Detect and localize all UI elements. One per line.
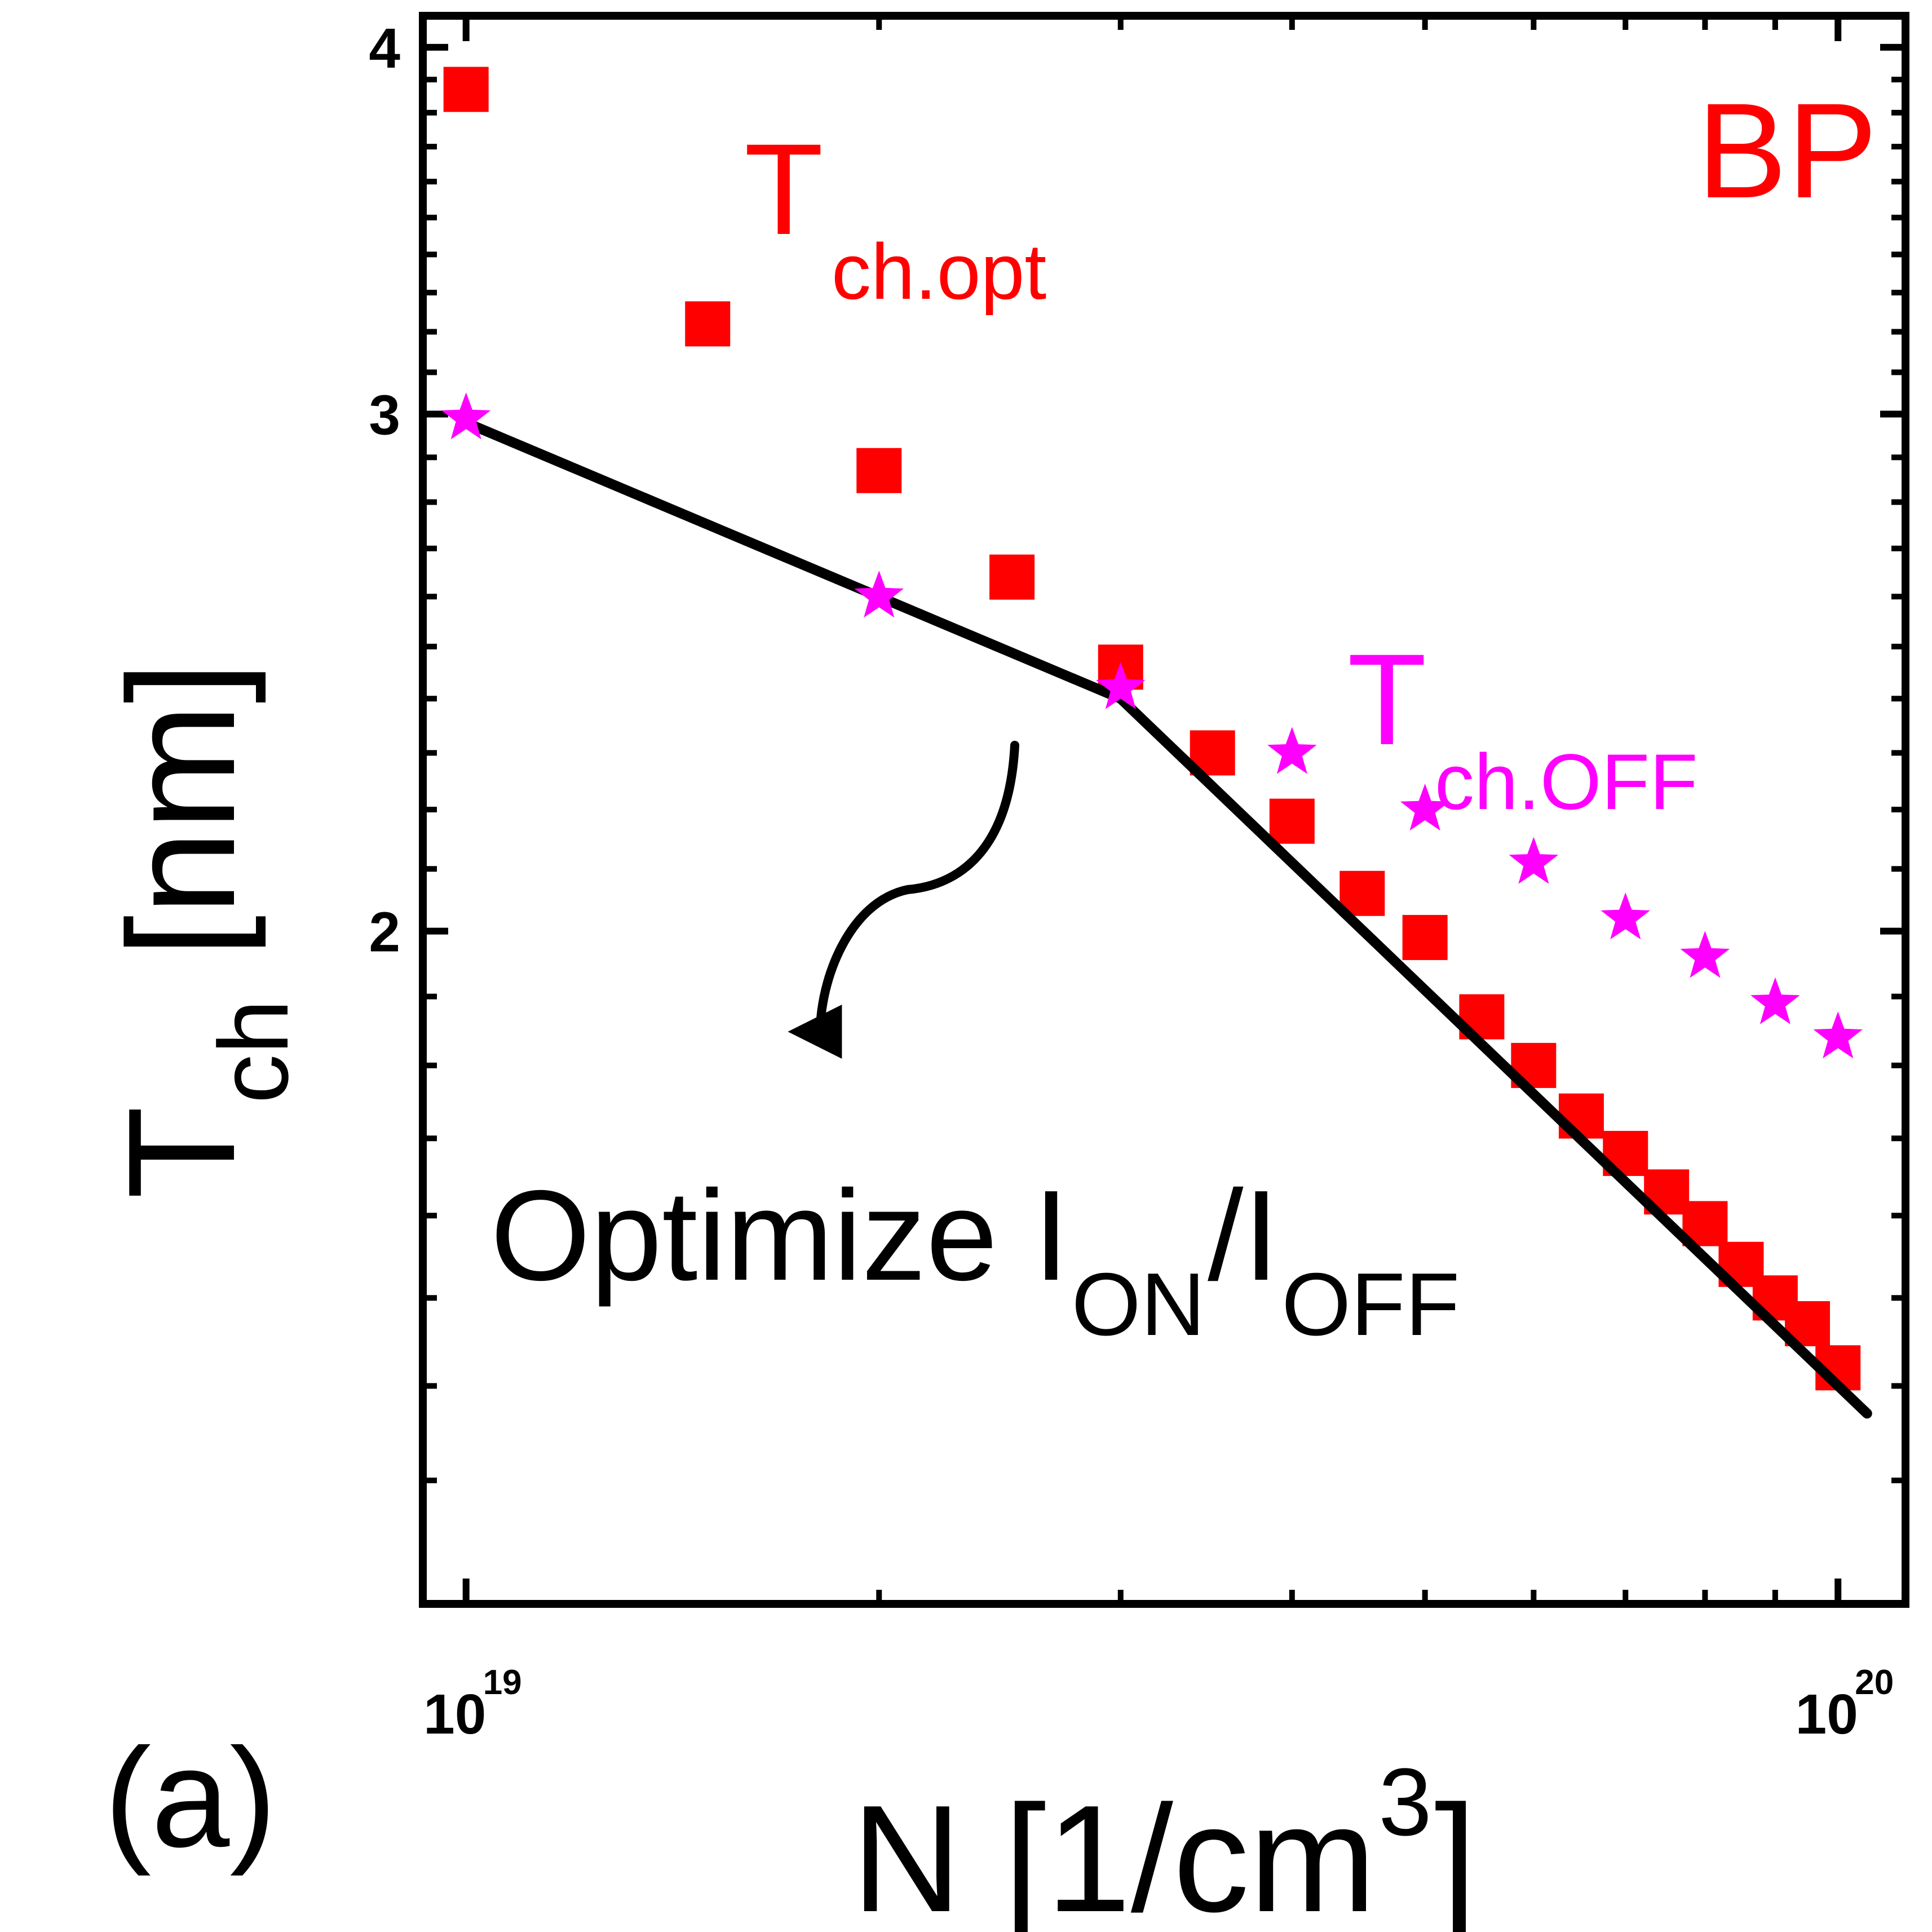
data-point-t-ch-opt bbox=[856, 448, 902, 493]
series-label-t-ch-opt: T ch.opt bbox=[744, 117, 1046, 316]
data-point-t-ch-off bbox=[1267, 727, 1317, 774]
data-point-t-ch-opt bbox=[1339, 870, 1385, 916]
x-tick-label-exponent: 19 bbox=[483, 1663, 522, 1702]
data-point-t-ch-opt bbox=[989, 554, 1035, 600]
data-point-t-ch-off bbox=[1400, 784, 1450, 831]
axis-ticks bbox=[423, 16, 1906, 1604]
x-tick-label: 10 bbox=[1796, 1683, 1858, 1746]
data-point-t-ch-opt bbox=[1269, 798, 1315, 844]
data-point-t-ch-opt bbox=[1558, 1093, 1604, 1139]
data-point-t-ch-off bbox=[441, 392, 491, 440]
data-point-t-ch-off bbox=[1096, 662, 1146, 709]
y-tick-label: 3 bbox=[369, 384, 400, 447]
data-point-t-ch-off bbox=[1680, 931, 1730, 978]
data-point-t-ch-opt bbox=[685, 301, 731, 347]
series-t-ch-off bbox=[441, 392, 1863, 1059]
data-point-t-ch-opt bbox=[1402, 914, 1448, 960]
data-point-t-ch-off bbox=[1509, 837, 1559, 884]
panel-label: (a) bbox=[104, 1719, 277, 1876]
series-label-t-ch-off: T ch.OFF bbox=[1347, 627, 1698, 826]
material-label: BP bbox=[1697, 75, 1877, 226]
y-tick-label: 4 bbox=[369, 17, 400, 80]
optimize-arrow bbox=[788, 741, 1019, 1059]
y-axis-title: T ch [nm] bbox=[97, 661, 309, 1199]
data-point-t-ch-off bbox=[1813, 1011, 1863, 1059]
data-point-t-ch-off bbox=[1750, 977, 1800, 1024]
optimize-ion-ioff-label: Optimize I ON /I OFF bbox=[490, 1164, 1460, 1354]
data-point-t-ch-off bbox=[854, 571, 904, 618]
y-tick-label: 2 bbox=[369, 901, 400, 964]
data-point-t-ch-off bbox=[1601, 892, 1650, 940]
data-point-t-ch-opt bbox=[443, 67, 489, 112]
x-tick-label-exponent: 20 bbox=[1855, 1663, 1894, 1702]
x-tick-label: 10 bbox=[423, 1683, 486, 1746]
x-axis-title: N [1/cm 3 ] bbox=[852, 1749, 1477, 1932]
